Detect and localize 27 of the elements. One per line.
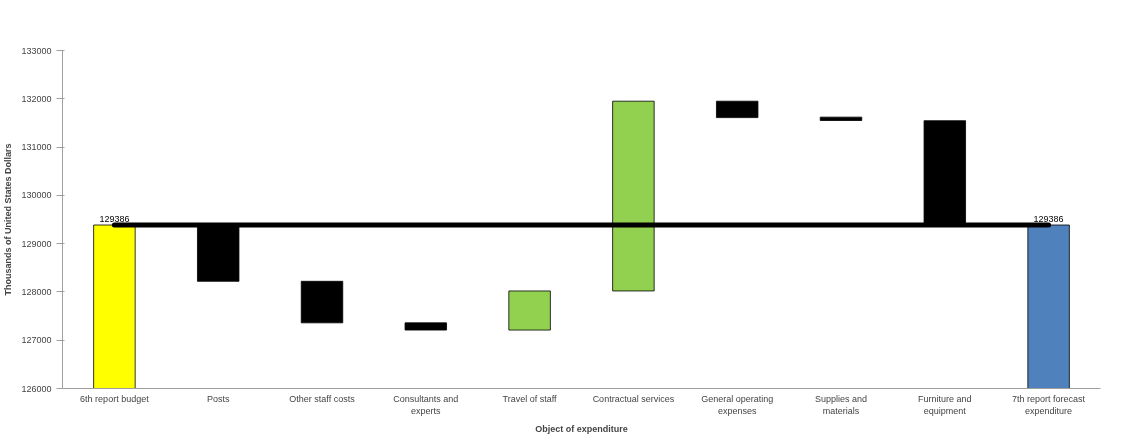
y-tick-label: 132000 [21, 93, 52, 104]
bar [716, 100, 759, 119]
data-label: 129386 [99, 214, 130, 224]
y-tick-label: 129000 [21, 238, 52, 249]
x-tick-label: General operating expenses [701, 393, 774, 416]
bar [300, 280, 344, 324]
y-tick-label: 127000 [21, 335, 52, 346]
bar [404, 322, 447, 331]
x-tick-label: Travel of staff [502, 393, 558, 404]
data-label: 129386 [1033, 214, 1064, 224]
y-axis-title: Thousands of United States Dollars [3, 143, 14, 296]
x-tick-label: Consultants and experts [393, 393, 459, 416]
x-axis-title: Object of expenditure [535, 423, 628, 434]
bar [819, 116, 863, 121]
y-tick-label: 133000 [21, 45, 52, 56]
x-tick-label: Other staff costs [289, 393, 356, 404]
x-tick-label: Contractual services [592, 393, 675, 404]
x-tick-label: Supplies and materials [814, 393, 868, 416]
y-tick-label: 130000 [21, 190, 52, 201]
y-tick-label: 131000 [21, 142, 52, 153]
x-tick-label: 6th report budget [80, 393, 150, 404]
x-tick-label: Furniture and equipment [918, 393, 972, 416]
y-tick-label: 128000 [21, 286, 52, 297]
bar [508, 290, 551, 331]
y-tick-label: 126000 [21, 383, 52, 394]
x-tick-label: 7th report forecast expenditure [1012, 393, 1086, 416]
x-tick-label: Posts [206, 393, 230, 404]
